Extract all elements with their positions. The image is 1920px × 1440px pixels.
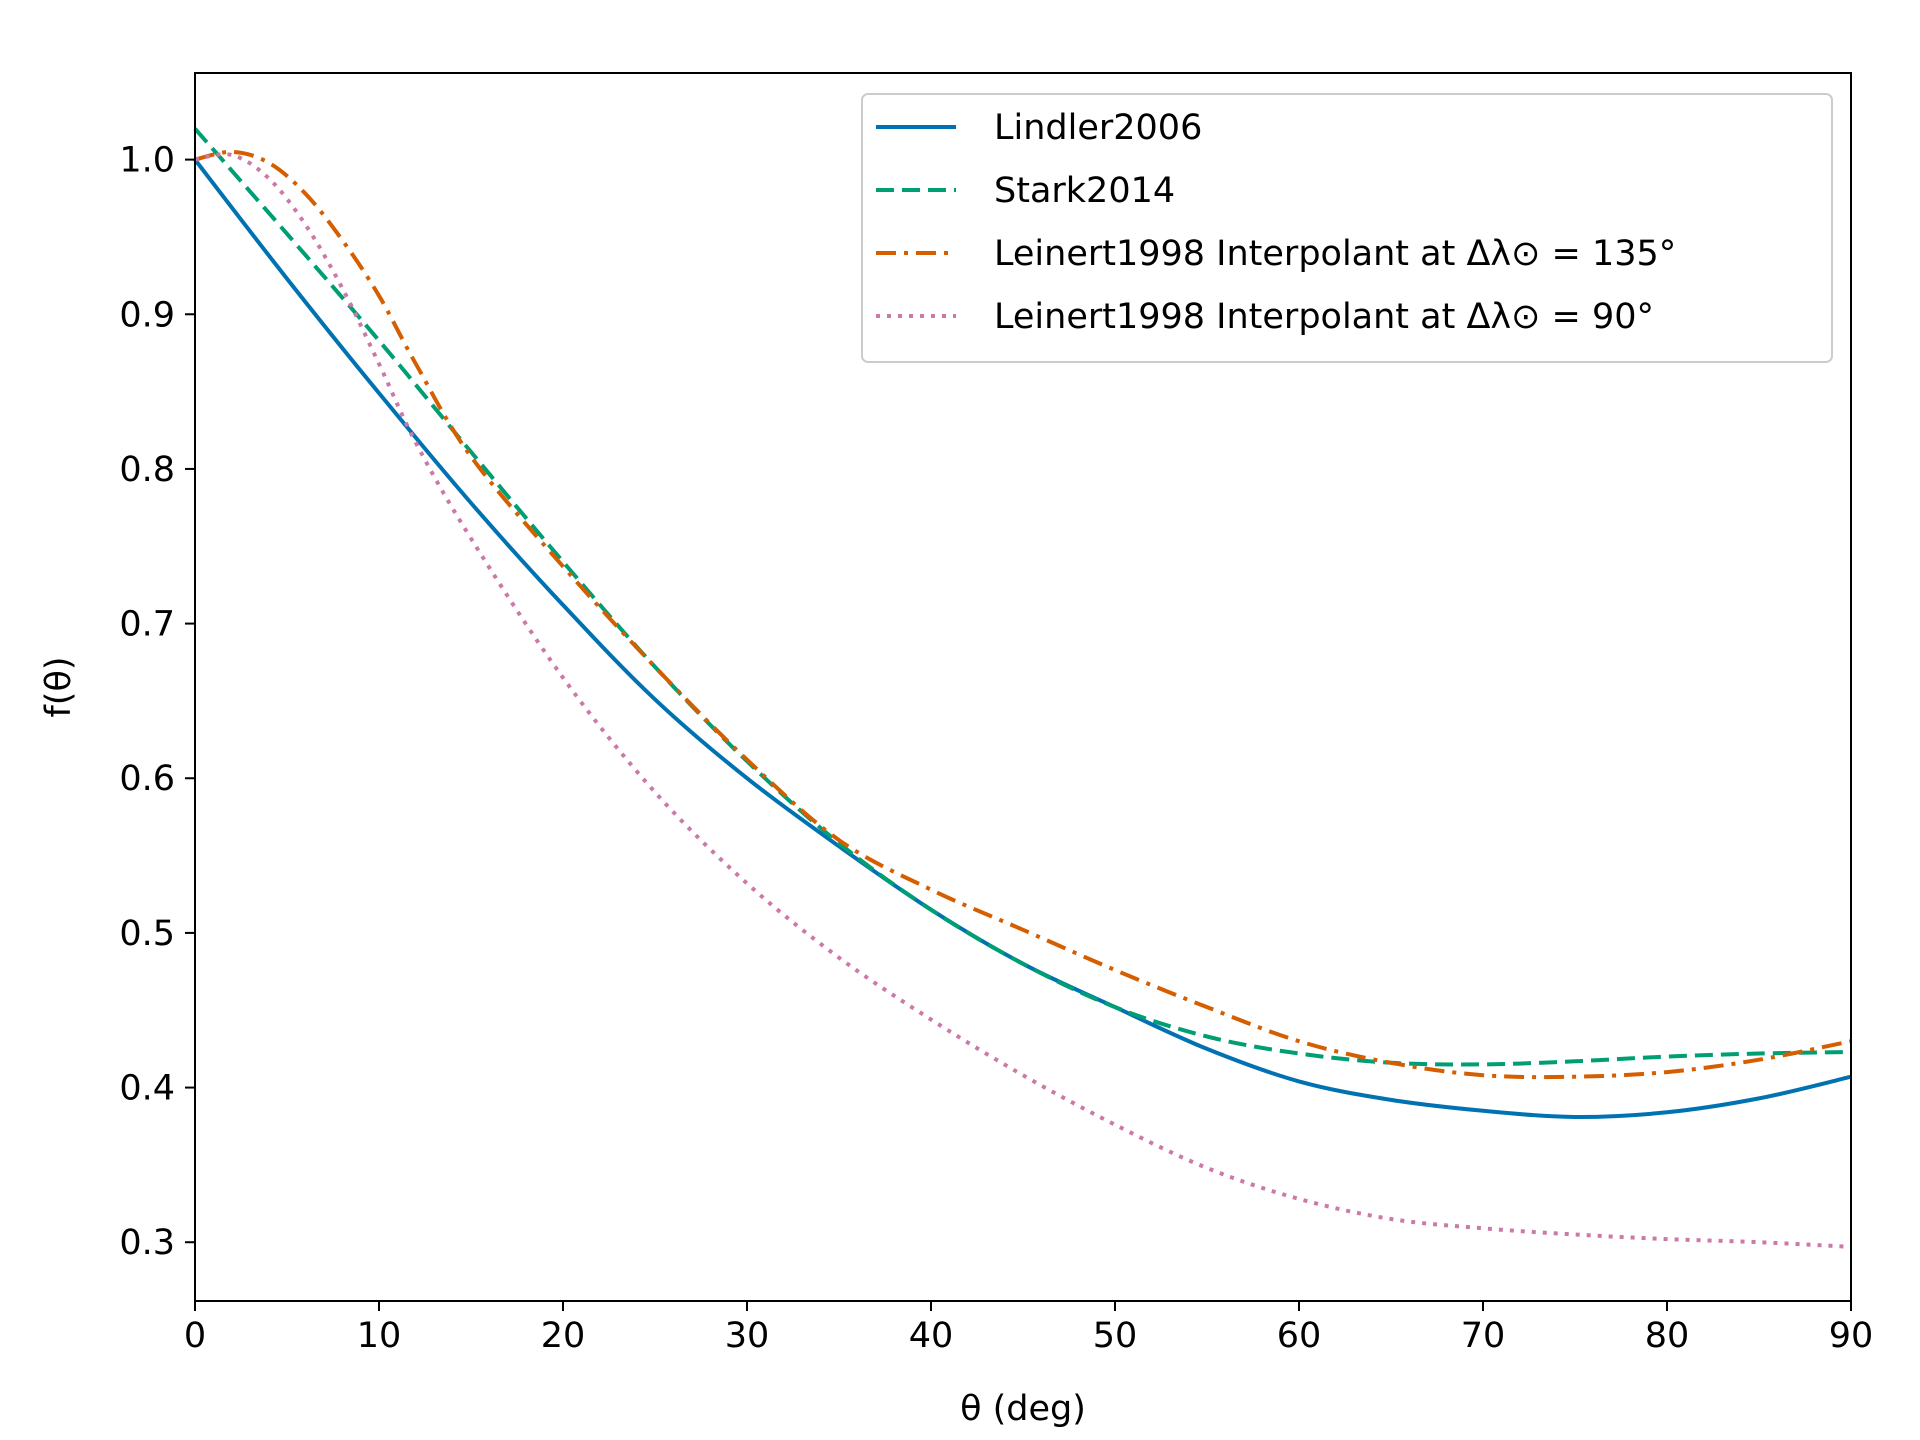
x-tick-label: 80: [1645, 1316, 1690, 1356]
series-line-4: [194, 152, 1852, 1249]
x-tick-label: 10: [357, 1316, 402, 1356]
legend: Lindler2006 Stark2014 Leinert1998 Interpol…: [861, 93, 1833, 363]
x-tick-label: 50: [1093, 1316, 1138, 1356]
legend-label-2: Stark2014: [994, 171, 1175, 211]
series-line-3: [194, 149, 1852, 1080]
y-tick-label: 1.0: [119, 141, 175, 181]
y-tick-label: 0.7: [119, 605, 175, 645]
y-tick-label: 0.9: [119, 295, 175, 335]
y-tick-label: 0.5: [119, 914, 175, 954]
x-tick-label: 60: [1277, 1316, 1322, 1356]
x-axis-ticks: 0 10 20 30 40 50 60 70 80 90: [184, 1301, 1873, 1356]
x-tick-label: 0: [184, 1316, 206, 1356]
x-tick-label: 40: [909, 1316, 954, 1356]
legend-label-1: Lindler2006: [994, 108, 1202, 148]
x-tick-label: 90: [1829, 1316, 1874, 1356]
x-tick-label: 70: [1461, 1316, 1506, 1356]
series-line-2: [193, 127, 1852, 1067]
series-lines: [193, 127, 1852, 1249]
legend-box: [861, 93, 1833, 363]
y-tick-label: 0.3: [119, 1223, 175, 1263]
plot-frame: [194, 72, 1852, 1302]
x-axis-label: θ (deg): [960, 1389, 1086, 1429]
x-tick-label: 30: [725, 1316, 770, 1356]
y-tick-label: 0.8: [119, 450, 175, 490]
y-tick-label: 0.6: [119, 759, 175, 799]
legend-label-4: Leinert1998 Interpolant at Δλ⊙ = 90°: [994, 297, 1654, 337]
y-axis-ticks: 0.3 0.4 0.5 0.6 0.7 0.8 0.9 1.0: [119, 141, 195, 1263]
x-tick-label: 20: [541, 1316, 586, 1356]
y-tick-label: 0.4: [119, 1069, 175, 1109]
legend-label-3: Leinert1998 Interpolant at Δλ⊙ = 135°: [994, 234, 1676, 274]
y-axis-label: f(θ): [39, 656, 79, 717]
